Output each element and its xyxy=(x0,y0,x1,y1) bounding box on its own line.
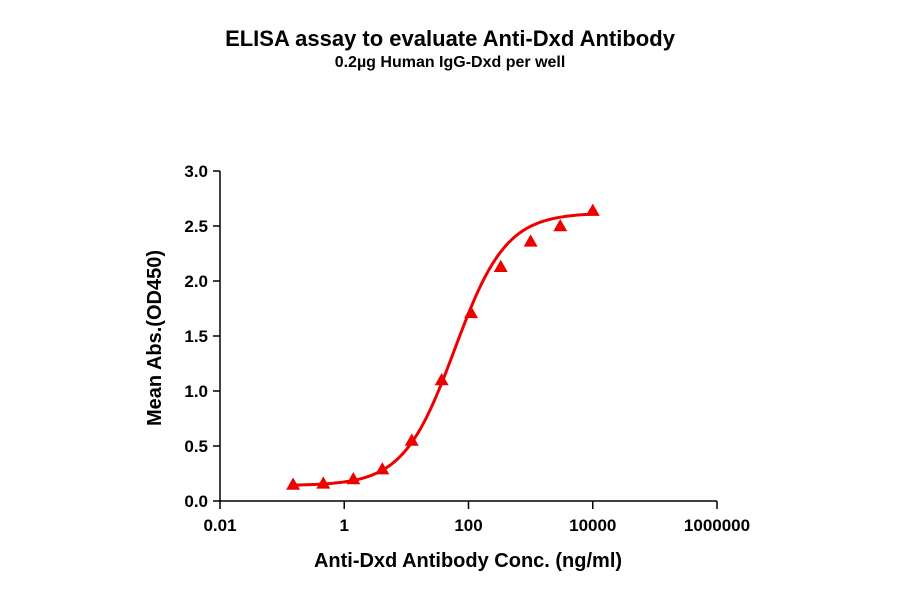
chart-title: ELISA assay to evaluate Anti-Dxd Antibod… xyxy=(225,26,675,51)
axes: 0.0 0.5 1.0 1.5 2.0 2.5 3.0 0.01 1 100 10000 100000… xyxy=(184,162,750,535)
triangle-marker xyxy=(346,472,361,485)
triangle-marker xyxy=(434,373,449,386)
y-tick-label: 2.5 xyxy=(184,217,208,236)
triangle-marker xyxy=(375,462,390,475)
triangle-marker xyxy=(553,219,568,232)
y-axis-label: Mean Abs.(OD450) xyxy=(144,250,166,426)
chart-subtitle: 0.2µg Human IgG-Dxd per well xyxy=(334,54,566,71)
triangle-marker xyxy=(523,234,538,247)
x-tick-label: 0.01 xyxy=(203,516,236,535)
triangle-marker xyxy=(286,477,301,490)
y-tick-label: 3.0 xyxy=(184,162,208,181)
y-tick-label: 2.0 xyxy=(184,272,208,291)
y-tick-label: 1.0 xyxy=(184,382,208,401)
fit-curve-path xyxy=(293,212,593,487)
fit-curve xyxy=(293,212,593,487)
x-tick-label: 1 xyxy=(340,516,349,535)
triangle-marker xyxy=(493,259,508,272)
data-points xyxy=(286,203,600,490)
x-tick-label: 100 xyxy=(454,516,482,535)
triangle-marker xyxy=(585,203,600,216)
y-tick-label: 0.0 xyxy=(184,492,208,511)
x-axis-label: Anti-Dxd Antibody Conc. (ng/ml) xyxy=(314,550,622,572)
triangle-marker xyxy=(316,476,331,489)
triangle-marker xyxy=(464,305,479,319)
triangle-marker xyxy=(404,433,419,446)
x-tick-label: 10000 xyxy=(569,516,616,535)
x-tick-label: 1000000 xyxy=(684,516,750,535)
y-tick-label: 1.5 xyxy=(184,327,208,346)
y-tick-label: 0.5 xyxy=(184,437,208,456)
